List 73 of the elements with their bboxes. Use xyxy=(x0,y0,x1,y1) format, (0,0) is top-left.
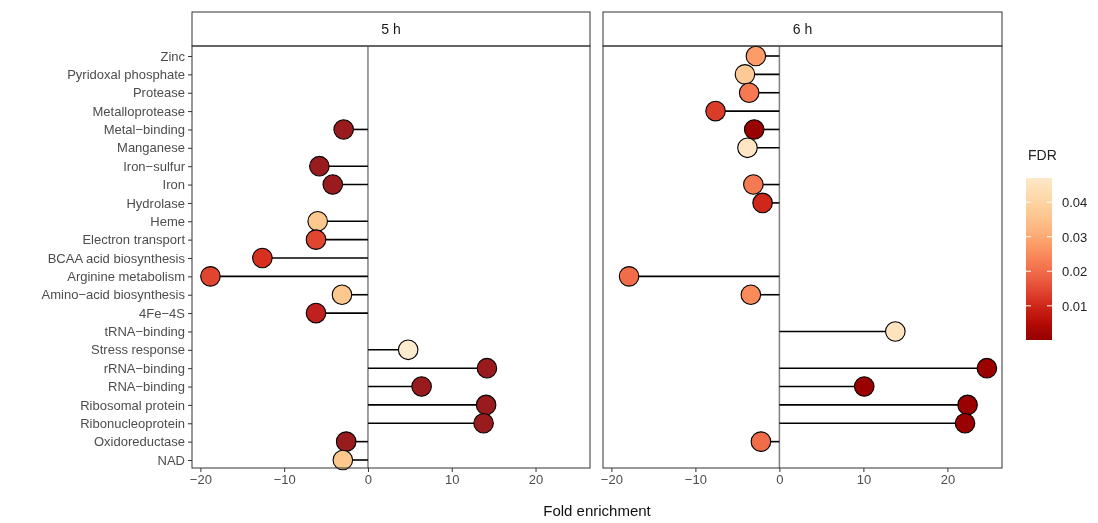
point xyxy=(618,266,640,287)
color-bar-label: 0.04 xyxy=(1062,195,1088,211)
point xyxy=(745,45,767,67)
y-tick-label: Ribonucleoprotein xyxy=(80,415,185,431)
y-tick-label: 4Fe−4S xyxy=(139,305,186,321)
point xyxy=(305,302,327,324)
point xyxy=(322,174,344,195)
point xyxy=(252,247,273,269)
chart-title: 6 h xyxy=(792,21,813,37)
x-tick-label: −10 xyxy=(273,472,296,488)
point xyxy=(411,376,432,397)
y-tick-label: Amino−acid biosynthesis xyxy=(41,287,186,303)
point xyxy=(976,357,998,379)
point xyxy=(737,137,758,159)
point xyxy=(473,412,494,434)
y-tick-label: Zinc xyxy=(160,48,186,64)
point xyxy=(734,64,756,85)
point xyxy=(752,192,773,214)
point xyxy=(743,119,765,140)
y-tick-label: Pyridoxal phosphate xyxy=(67,67,185,83)
y-tick-label: Ribosomal protein xyxy=(80,397,185,413)
x-tick-label: 20 xyxy=(528,472,544,488)
x-tick-label: −20 xyxy=(600,472,623,488)
y-tick-label: tRNA−binding xyxy=(104,324,185,340)
y-tick-label: RNA−binding xyxy=(108,379,185,395)
point xyxy=(397,339,419,361)
point xyxy=(954,412,976,434)
point xyxy=(957,394,978,416)
x-tick-label: 10 xyxy=(856,472,872,488)
point xyxy=(200,266,221,287)
color-bar-label: 0.01 xyxy=(1062,298,1088,314)
point xyxy=(853,376,875,397)
point xyxy=(885,321,906,342)
y-tick-label: Metalloprotease xyxy=(92,103,185,119)
point xyxy=(305,229,327,250)
y-tick-label: Metal−binding xyxy=(103,122,185,138)
x-tick-label: 10 xyxy=(445,472,460,488)
y-tick-label: Heme xyxy=(150,213,185,229)
y-tick-label: Oxidoreductase xyxy=(93,434,185,450)
x-tick-label: 20 xyxy=(940,472,956,488)
point xyxy=(307,210,329,232)
point xyxy=(476,357,498,379)
x-tick-label: 0 xyxy=(364,472,373,488)
y-tick-label: BCAA acid biosynthesis xyxy=(47,250,186,266)
y-tick-label: Iron xyxy=(162,177,185,193)
y-tick-label: Iron−sulfur xyxy=(123,158,186,174)
color-bar-label: 0.03 xyxy=(1062,229,1088,245)
point xyxy=(333,119,354,140)
point xyxy=(740,284,762,306)
x-axis-title: Fold enrichment xyxy=(543,502,652,519)
x-tick-label: −10 xyxy=(684,472,707,488)
y-tick-label: Protease xyxy=(132,85,185,101)
x-tick-label: −20 xyxy=(189,472,212,488)
point xyxy=(705,100,726,122)
y-tick-label: NAD xyxy=(157,452,185,468)
x-tick-label: 0 xyxy=(776,472,784,488)
y-tick-label: Arginine metabolism xyxy=(67,269,185,285)
point xyxy=(743,174,764,195)
color-bar-title: FDR xyxy=(1028,147,1057,163)
point xyxy=(475,394,497,416)
y-tick-label: Hydrolase xyxy=(126,195,185,211)
color-bar-label: 0.02 xyxy=(1062,264,1088,280)
point xyxy=(335,431,357,452)
point xyxy=(750,431,772,452)
y-tick-label: Stress response xyxy=(91,342,185,358)
point xyxy=(332,449,354,471)
point xyxy=(331,284,353,306)
chart-title: 5 h xyxy=(381,21,401,37)
point xyxy=(738,82,760,104)
point xyxy=(309,155,330,177)
y-tick-label: rRNA−binding xyxy=(103,360,185,376)
y-tick-label: Electron transport xyxy=(82,232,186,248)
y-tick-label: Manganese xyxy=(117,140,185,156)
